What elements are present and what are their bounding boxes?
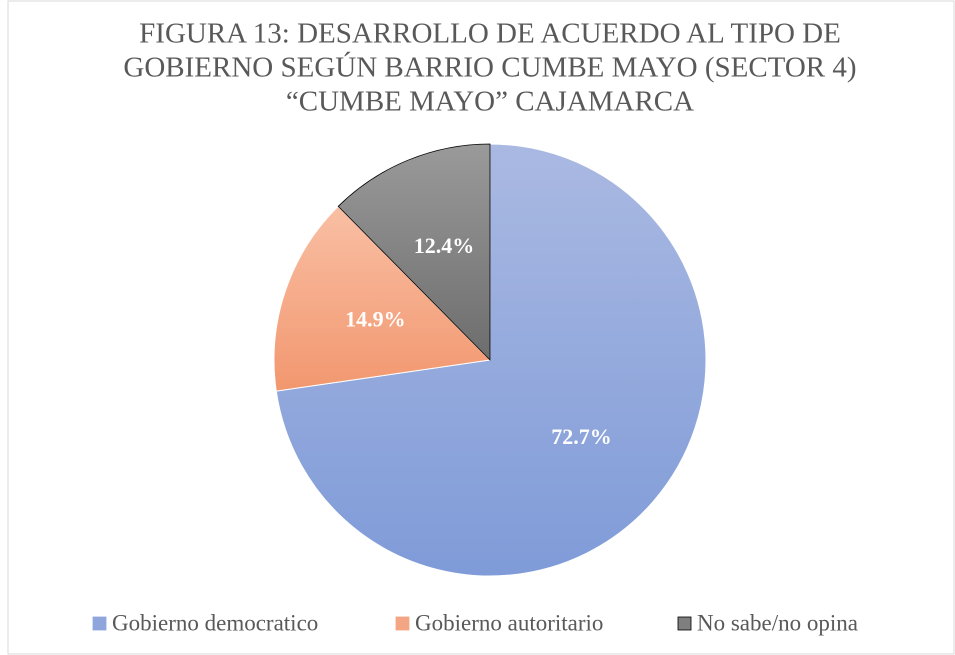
- pie-slice: [337, 143, 491, 361]
- legend-swatch: [677, 616, 692, 631]
- pie-slice: [275, 143, 707, 577]
- pie-slice: [273, 205, 492, 392]
- data-label: 72.7%: [551, 424, 612, 449]
- legend-label: No sabe/no opina: [697, 610, 858, 635]
- legend-swatch: [92, 616, 107, 631]
- legend-label: Gobierno autoritario: [415, 610, 603, 635]
- chart-title: FIGURA 13: DESARROLLO DE ACUERDO AL TIPO…: [139, 18, 841, 50]
- frame: [7, 0, 955, 655]
- data-label: 14.9%: [345, 307, 406, 332]
- legend-swatch: [395, 616, 410, 631]
- chart-title: GOBIERNO SEGÚN BARRIO CUMBE MAYO (SECTOR…: [123, 51, 856, 84]
- chart-title: “CUMBE MAYO” CAJAMARCA: [286, 86, 694, 118]
- legend-label: Gobierno democratico: [112, 610, 318, 635]
- data-label: 12.4%: [414, 233, 475, 258]
